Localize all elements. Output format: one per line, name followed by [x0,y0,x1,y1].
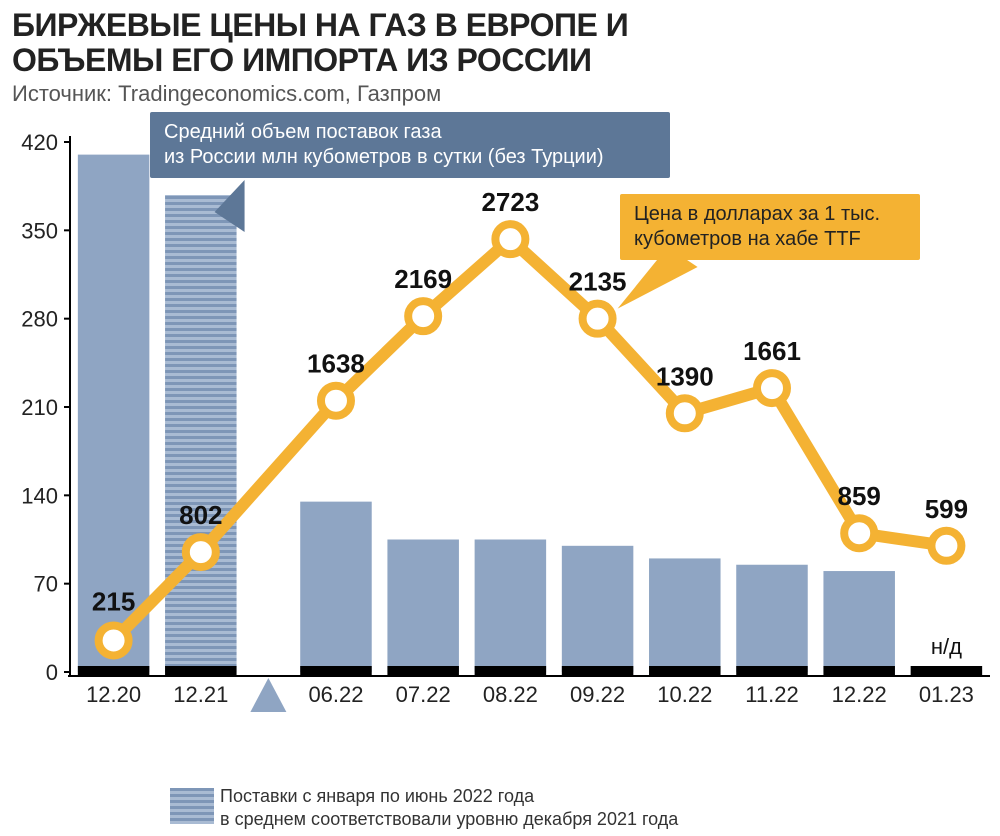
y-tick-label: 210 [21,395,58,420]
bar [736,565,808,672]
price-value-label: 599 [925,494,968,524]
bar [823,571,895,672]
price-marker [495,224,525,254]
footnote: Поставки с января по июнь 2022 года в ср… [220,785,678,830]
x-tick-label: 09.22 [570,682,625,707]
price-value-label: 1390 [656,361,714,391]
x-tick-label: 12.22 [832,682,887,707]
callout-price: Цена в долларах за 1 тыс. кубометров на … [620,194,920,260]
price-marker [583,304,613,334]
price-marker [931,531,961,561]
chart-area: 0 70 140 210 280 350 420 н/д 12.20 12.21 06.22 07.2… [0,112,1000,836]
y-tick-label: 420 [21,130,58,155]
footnote-line2: в среднем соответствовали уровню декабря… [220,809,678,829]
price-marker [844,518,874,548]
x-tick-label: 01.23 [919,682,974,707]
x-tick-label: 10.22 [657,682,712,707]
price-marker [99,625,129,655]
price-value-label: 2135 [569,267,627,297]
price-marker [186,537,216,567]
bar [300,502,372,672]
bar [165,195,237,672]
price-value-label: 2723 [481,187,539,217]
price-value-label: 1638 [307,349,365,379]
y-tick-label: 350 [21,218,58,243]
chart-title: БИРЖЕВЫЕ ЦЕНЫ НА ГАЗ В ЕВРОПЕ И ОБЪЕМЫ Е… [0,0,1000,77]
price-marker [408,301,438,331]
price-value-label: 859 [837,481,880,511]
x-tick-label: 06.22 [308,682,363,707]
x-tick-label: 07.22 [396,682,451,707]
x-tick-label: 11.22 [745,682,798,707]
x-tick-label: 08.22 [483,682,538,707]
callout-price-line1: Цена в долларах за 1 тыс. [634,203,880,225]
bar [387,540,459,673]
x-tick-label: 12.20 [86,682,141,707]
price-value-label: 1661 [743,336,801,366]
bar-nd-label: н/д [931,634,962,659]
bar [562,546,634,672]
price-marker [321,386,351,416]
callout-price-line2: кубометров на хабе TTF [634,228,861,250]
title-line-2: ОБЪЕМЫ ЕГО ИМПОРТА ИЗ РОССИИ [12,42,592,78]
callout-supply-line2: из России млн кубометров в сутки (без Ту… [164,146,604,168]
source-label: Источник: Tradingeconomics.com, Газпром [0,77,1000,115]
price-marker [670,398,700,428]
y-tick-label: 140 [21,483,58,508]
price-value-label: 215 [92,586,135,616]
callout-supply-line1: Средний объем поставок газа [164,121,442,143]
price-value-label: 2169 [394,264,452,294]
y-tick-label: 70 [34,572,58,597]
price-marker [757,373,787,403]
price-value-label: 802 [179,500,222,530]
y-tick-label: 0 [46,660,58,685]
title-line-1: БИРЖЕВЫЕ ЦЕНЫ НА ГАЗ В ЕВРОПЕ И [12,7,628,43]
callout-supply: Средний объем поставок газа из России мл… [150,112,670,178]
footnote-line1: Поставки с января по июнь 2022 года [220,786,534,806]
x-tick-label: 12.21 [173,682,228,707]
bar [649,558,721,672]
footnote-swatch-icon [170,788,214,824]
bar [475,540,547,673]
y-tick-label: 280 [21,307,58,332]
